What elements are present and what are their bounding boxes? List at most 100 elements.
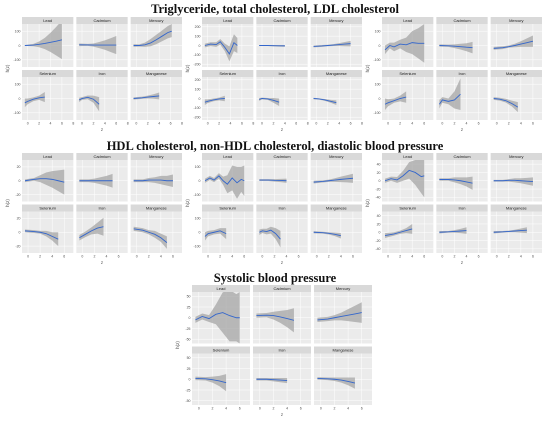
y-tick-label: 0 (199, 97, 201, 101)
exposure-response-line (493, 179, 533, 183)
y-tick-label: 0 (199, 231, 201, 235)
facet-selenium: Selenium 200 100 0 -100 -200 0 2 4 6 8 (193, 70, 254, 126)
facet-lead: Lead 50 25 0 -25 -50 (185, 285, 250, 344)
facet-label: Cadmium (93, 154, 111, 159)
facet-iron: Iron 0 2 4 6 (76, 204, 128, 259)
x-tick-label: 2 (399, 255, 401, 259)
confidence-band (317, 377, 355, 389)
facet-label: Manganese (146, 206, 168, 211)
facet-strip (310, 204, 362, 212)
y-tick-label: 0 (19, 44, 21, 48)
facet-iron: Iron 0 2 4 6 (256, 204, 308, 259)
x-tick-label: 2 (273, 255, 275, 259)
y-tick-label: -100 (193, 244, 200, 248)
y-axis-label: h(z) (185, 64, 190, 72)
exposure-response-line (439, 45, 473, 49)
y-tick-label: 50 (187, 356, 191, 360)
x-tick-label: 0 (207, 255, 209, 259)
facet-selenium: Selenium 100 0 -100 0 2 4 6 (193, 204, 254, 259)
x-tick-label: 0 (261, 255, 263, 259)
x-tick-label: 4 (466, 255, 468, 259)
y-tick-label: -50 (185, 399, 190, 403)
facet-strip (76, 17, 128, 24)
facet-manganese: Manganese 0 2 4 6 8 (310, 70, 363, 126)
exposure-response-line (24, 39, 63, 46)
facet-lead: Lead 100 0 -100 (13, 17, 74, 67)
exposure-response-line (195, 377, 227, 384)
x-tick-label: 8 (361, 122, 363, 126)
facet-iron: Iron 0 2 4 6 (436, 204, 488, 259)
facet-label: Manganese (333, 348, 355, 353)
x-tick-label: 6 (300, 407, 302, 411)
facet-strip (490, 153, 542, 160)
facet-label: Cadmium (273, 18, 291, 23)
facet-manganese: Manganese 0 2 4 6 (490, 204, 542, 259)
x-tick-label: 0 (496, 255, 498, 259)
x-tick-label: 0 (27, 255, 29, 259)
facet-strip (22, 153, 74, 160)
x-tick-label: 4 (284, 122, 286, 126)
exposure-response-line (439, 179, 473, 184)
exposure-response-line (384, 42, 425, 51)
x-tick-label: 8 (252, 122, 254, 126)
x-tick-label: 6 (423, 255, 425, 259)
facet-label: Selenium (39, 71, 56, 76)
x-tick-label: 2 (211, 407, 213, 411)
y-tick-label: 0 (189, 378, 191, 382)
y-tick-label: 50 (187, 295, 191, 299)
facet-lead: Lead 40 20 0 -20 -40 (375, 153, 434, 202)
exposure-response-line (493, 98, 519, 108)
facet-label: Mercury (329, 18, 343, 23)
x-tick-label: 0 (316, 255, 318, 259)
exposure-response-line (438, 93, 461, 105)
x-tick-label: 2 (508, 122, 510, 126)
confidence-band (24, 92, 45, 108)
confidence-band (385, 91, 407, 110)
y-tick-label: -100 (193, 106, 200, 110)
facet-strip (130, 70, 182, 77)
facet-strip (192, 285, 250, 292)
facet-label: Iron (279, 206, 286, 211)
facet-mercury: Mercury (490, 153, 542, 202)
facet-strip (436, 153, 488, 160)
x-tick-label: 6 (350, 122, 352, 126)
x-tick-label: 8 (181, 122, 183, 126)
facet-mercury: Mercury (314, 285, 372, 344)
x-tick-label: 0 (387, 122, 389, 126)
facet-lead: Lead 200 100 0 -100 -200 (193, 17, 254, 67)
x-tick-label: 2 (328, 255, 330, 259)
x-tick-label: 0 (81, 255, 83, 259)
facet-iron: Iron 0 2 4 6 (436, 70, 488, 126)
x-tick-label: 4 (347, 407, 349, 411)
facet-label: Manganese (326, 206, 348, 211)
facet-label: Manganese (146, 71, 168, 76)
x-tick-label: 4 (286, 407, 288, 411)
facet-label: Mercury (336, 286, 350, 291)
x-tick-label: 2 (453, 122, 455, 126)
x-tick-label: 8 (127, 122, 129, 126)
x-tick-label: 4 (104, 122, 106, 126)
facet-strip (130, 204, 182, 212)
facet-label: Selenium (399, 71, 416, 76)
x-tick-label: 0 (135, 122, 137, 126)
facet-label: Iron (459, 206, 466, 211)
facet-label: Selenium (219, 71, 236, 76)
exposure-response-line (313, 43, 351, 47)
facet-cadmium: Cadmium (436, 17, 488, 67)
facet-strip (436, 17, 488, 24)
facet-label: Lead (223, 154, 232, 159)
facet-strip (202, 204, 254, 212)
x-tick-label: 6 (63, 255, 65, 259)
facet-strip (202, 17, 254, 24)
facet-mercury: Mercury (490, 17, 542, 67)
x-axis-label: z (101, 260, 104, 265)
y-tick-label: -25 (185, 388, 190, 392)
y-tick-label: 0 (19, 97, 21, 101)
confidence-band (25, 169, 65, 195)
y-tick-label: -20 (375, 187, 380, 191)
confidence-band (493, 177, 533, 186)
exposure-response-line (313, 177, 353, 183)
x-tick-label: 6 (115, 122, 117, 126)
facet-iron: Iron 0 2 4 6 8 (256, 70, 309, 126)
x-tick-label: 0 (261, 122, 263, 126)
